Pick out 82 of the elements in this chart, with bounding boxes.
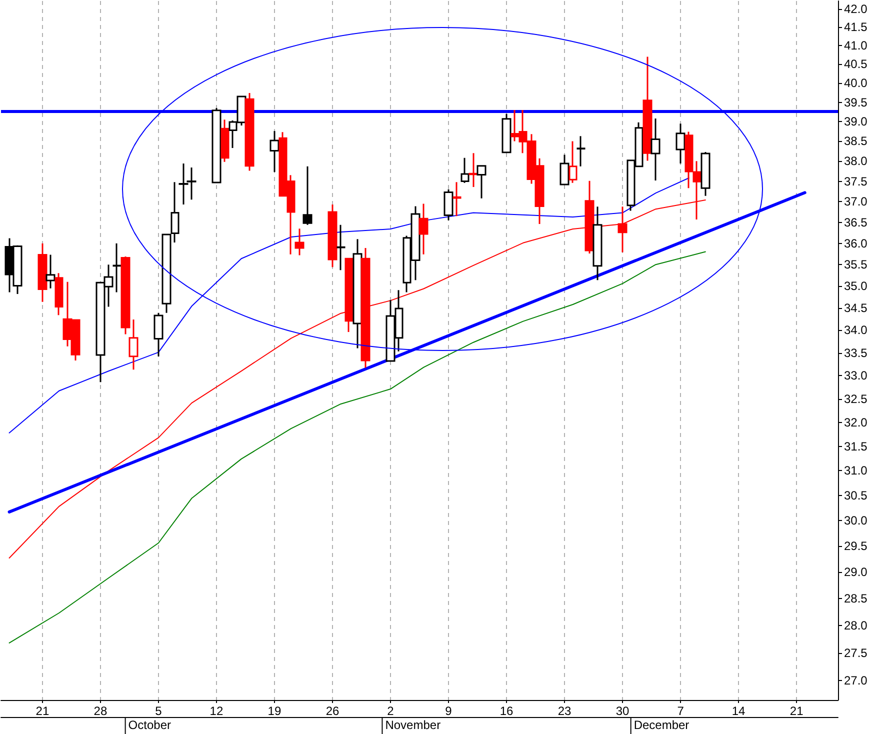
- candlestick: [352, 238, 362, 349]
- y-tick-label: 34.0: [844, 323, 868, 338]
- x-tick-label: 9: [445, 704, 452, 718]
- y-tick-label: 38.0: [844, 154, 868, 168]
- y-tick-label: 30.0: [844, 514, 868, 528]
- candlestick: [212, 107, 222, 184]
- y-tick-label: 39.0: [844, 114, 868, 129]
- x-tick-label: 2: [387, 704, 394, 718]
- y-tick-label: 28.5: [844, 592, 868, 606]
- y-tick-label: 29.0: [844, 565, 868, 580]
- candlestick: [154, 312, 164, 358]
- y-tick-label: 31.5: [844, 439, 868, 454]
- line-series: [8, 178, 690, 434]
- y-tick-label: 30.5: [844, 488, 868, 502]
- candlestick: [618, 206, 628, 253]
- y-tick-label: 27.5: [844, 646, 868, 660]
- x-tick-label: 28: [94, 704, 108, 718]
- candlestick: [112, 242, 122, 293]
- candlestick: [460, 157, 470, 184]
- y-tick-label: 40.5: [844, 57, 868, 72]
- y-tick-label: 41.0: [844, 38, 868, 53]
- candlestick: [576, 135, 586, 168]
- y-tick-label: 37.5: [844, 174, 868, 188]
- x-tick-label: 19: [268, 704, 282, 718]
- text: November: [385, 718, 441, 732]
- candlestick: [54, 272, 64, 316]
- text: December: [634, 718, 690, 732]
- y-tick-label: 32.0: [844, 415, 868, 430]
- x-tick-label: 23: [558, 704, 572, 718]
- y-tick-label: 33.5: [844, 346, 868, 360]
- candlestick: [676, 122, 686, 164]
- candlestick: [46, 254, 56, 290]
- y-tick-label: 29.5: [844, 539, 868, 554]
- x-tick-label: 30: [616, 704, 630, 718]
- y-tick-label: 34.5: [844, 301, 868, 316]
- y-tick-label: 28.0: [844, 618, 868, 632]
- y-tick-label: 36.5: [844, 215, 868, 230]
- x-tick-label: 26: [326, 704, 340, 718]
- candlestick: [120, 256, 130, 336]
- y-tick-label: 31.0: [844, 464, 868, 478]
- candlestick: [336, 224, 346, 271]
- y-tick-label: 36.0: [844, 236, 868, 250]
- candlestick: [468, 152, 478, 188]
- candlestick: [476, 165, 486, 200]
- y-tick-label: 38.5: [844, 134, 868, 148]
- x-tick-label: 21: [790, 704, 804, 718]
- y-tick-label: 42.0: [844, 2, 868, 16]
- y-tick-label: 27.0: [844, 674, 868, 688]
- candlestick: [328, 204, 338, 268]
- candlestick: [220, 118, 230, 163]
- candlestick: [360, 247, 370, 369]
- candlestick: [270, 130, 280, 173]
- candlestick: [128, 318, 138, 370]
- x-tick-label: 5: [155, 704, 162, 718]
- y-tick-label: 35.0: [844, 279, 868, 294]
- line-series: [8, 251, 706, 644]
- candlestick: [444, 188, 454, 222]
- x-tick-label: 21: [36, 704, 50, 718]
- candlestick: [344, 258, 354, 333]
- y-tick-label: 33.0: [844, 368, 868, 383]
- candlestick: [244, 92, 254, 172]
- candlestick: [38, 242, 48, 303]
- candlestick: [642, 56, 652, 162]
- y-tick-label: 41.5: [844, 20, 868, 34]
- y-tick-label: 32.5: [844, 392, 868, 406]
- candlestick: [650, 118, 660, 182]
- candlestick: [452, 181, 462, 217]
- x-tick-label: 14: [732, 704, 746, 718]
- text: October: [128, 718, 171, 732]
- candlestick: [302, 166, 312, 226]
- candlestick: [294, 228, 304, 256]
- x-tick-label: 12: [210, 704, 224, 718]
- x-tick-label: 16: [500, 704, 514, 718]
- candlestick: [418, 202, 428, 256]
- candlestick: [502, 113, 512, 154]
- y-tick-label: 39.5: [844, 95, 868, 110]
- y-tick-label: 40.0: [844, 76, 868, 90]
- x-tick-label: 7: [677, 704, 684, 718]
- y-tick-label: 35.5: [844, 258, 868, 272]
- candlestick: [592, 206, 602, 281]
- candlestick: [700, 151, 710, 197]
- y-tick-label: 37.0: [844, 194, 868, 209]
